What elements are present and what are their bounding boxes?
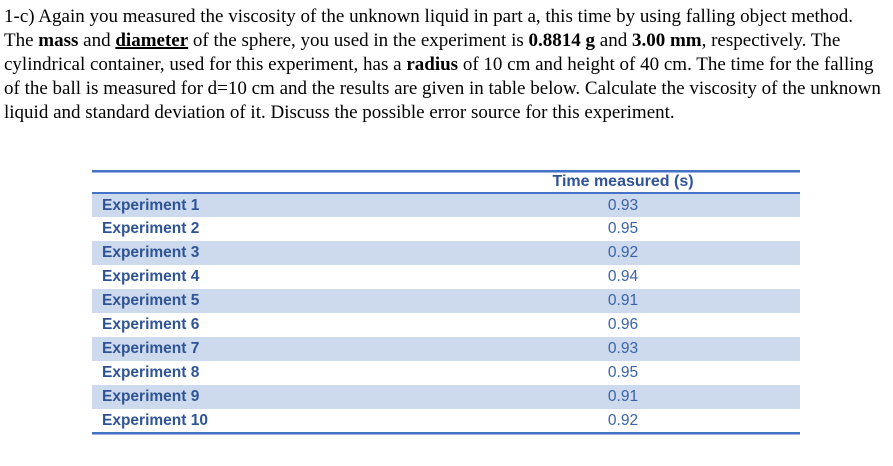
time-value: 0.91: [446, 385, 800, 409]
table-row: Experiment 8 0.95: [92, 361, 800, 385]
time-value: 0.95: [607, 364, 639, 381]
experiment-label: Experiment 4: [102, 268, 200, 285]
header-row: Time measured (s): [92, 171, 800, 194]
question-text: 1-c) Again you measured the viscosity of…: [4, 6, 854, 51]
table-row: Experiment 9 0.91: [92, 385, 800, 409]
question-text: and: [78, 30, 116, 51]
time-value: 0.92: [607, 411, 639, 429]
time-measured-header: Time measured (s): [446, 171, 800, 194]
results-table-body: Experiment 1 0.93 Experiment 2 0.95 Experime…: [92, 192, 800, 433]
question-text: and: [595, 30, 632, 51]
highlighted-term: 3.00 mm: [631, 30, 702, 51]
time-value: 0.93: [446, 192, 800, 217]
time-value: 0.92: [446, 241, 800, 265]
experiment-label: Experiment 1: [92, 192, 446, 217]
question-text: of 10 cm and height of 40 cm. The time f…: [4, 54, 881, 123]
question-text: , respectively. The cylindrical containe…: [4, 30, 841, 75]
experiment-label: Experiment 9: [92, 385, 446, 409]
highlighted-term: diameter: [115, 30, 189, 51]
time-value: 0.91: [446, 289, 800, 313]
results-table-header: Time measured (s): [92, 171, 800, 194]
experiment-label: Experiment 8: [102, 364, 200, 381]
document-page: 1-c) Again you measured the viscosity of…: [0, 0, 893, 434]
highlighted-term: mass: [38, 30, 79, 51]
highlighted-term: 0.8814 g: [528, 30, 596, 51]
time-value: 0.93: [446, 337, 800, 361]
time-value: 0.94: [607, 268, 639, 285]
table-row: Experiment 6 0.96: [92, 313, 800, 337]
table-row: Experiment 1 0.93: [92, 192, 800, 217]
question-paragraph: 1-c) Again you measured the viscosity of…: [0, 0, 893, 125]
time-value: 0.95: [607, 220, 639, 237]
table-row: Experiment 2 0.95: [92, 217, 800, 241]
experiment-label: Experiment 5: [92, 289, 446, 313]
table-row: Experiment 7 0.93: [92, 337, 800, 361]
experiment-label: Experiment 6: [102, 316, 200, 333]
results-table: Time measured (s) Experiment 1 0.93 Experi…: [92, 170, 800, 434]
table-row: Experiment 5 0.91: [92, 289, 800, 313]
table-row: Experiment 4 0.94: [92, 265, 800, 289]
empty-header-cell: [92, 171, 446, 194]
time-value: 0.96: [607, 316, 639, 333]
experiment-label: Experiment 2: [102, 220, 200, 237]
table-row: Experiment 3 0.92: [92, 241, 800, 265]
table-row: Experiment 10 0.92: [92, 409, 800, 433]
experiment-label: Experiment 3: [92, 241, 446, 265]
experiment-label: Experiment 10: [102, 411, 208, 429]
experiment-label: Experiment 7: [92, 337, 446, 361]
highlighted-term: radius: [406, 54, 459, 75]
question-text: of the sphere, you used in the experimen…: [188, 30, 529, 51]
